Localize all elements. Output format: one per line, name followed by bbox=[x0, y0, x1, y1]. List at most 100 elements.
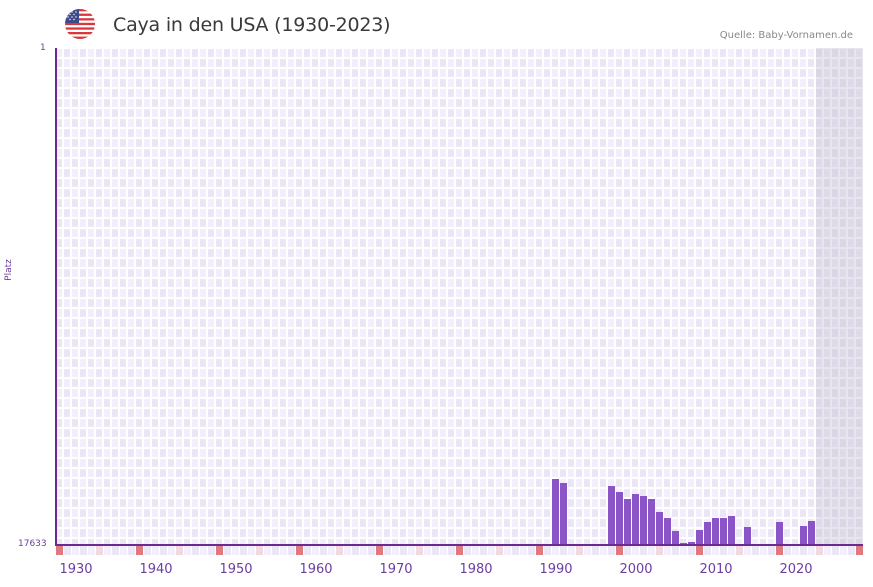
grid-column bbox=[744, 48, 752, 544]
marker-empty bbox=[400, 546, 407, 555]
grid-column bbox=[200, 48, 208, 544]
marker-empty bbox=[264, 546, 271, 555]
marker-empty bbox=[448, 546, 455, 555]
bar-2012[interactable] bbox=[728, 516, 735, 544]
grid-column bbox=[592, 48, 600, 544]
marker-empty bbox=[560, 546, 567, 555]
grid-column bbox=[264, 48, 272, 544]
grid-column bbox=[368, 48, 376, 544]
marker-empty bbox=[632, 546, 639, 555]
marker-strong bbox=[136, 546, 143, 555]
marker-empty bbox=[512, 546, 519, 555]
bar-2018[interactable] bbox=[776, 522, 783, 544]
grid-column bbox=[352, 48, 360, 544]
marker-empty bbox=[320, 546, 327, 555]
grid-column bbox=[664, 48, 672, 544]
bar-2008[interactable] bbox=[696, 530, 703, 544]
x-tick-2020: 2020 bbox=[779, 562, 812, 577]
marker-strong bbox=[776, 546, 783, 555]
bar-2006[interactable] bbox=[680, 543, 687, 544]
grid-column bbox=[144, 48, 152, 544]
bar-1999[interactable] bbox=[624, 499, 631, 544]
marker-empty bbox=[120, 546, 127, 555]
marker-empty bbox=[664, 546, 671, 555]
grid-column bbox=[376, 48, 384, 544]
marker-empty bbox=[824, 546, 831, 555]
grid-column bbox=[648, 48, 656, 544]
bar-2000[interactable] bbox=[632, 494, 639, 544]
bar-2009[interactable] bbox=[704, 522, 711, 544]
grid-column bbox=[392, 48, 400, 544]
us-flag-icon bbox=[65, 9, 95, 39]
marker-empty bbox=[760, 546, 767, 555]
grid-column bbox=[512, 48, 520, 544]
marker-empty bbox=[680, 546, 687, 555]
marker-empty bbox=[544, 546, 551, 555]
marker-light bbox=[336, 546, 343, 555]
x-tick-2000: 2000 bbox=[619, 562, 652, 577]
grid-column bbox=[800, 48, 808, 544]
grid-column bbox=[56, 48, 64, 544]
grid-column bbox=[536, 48, 544, 544]
bar-2007[interactable] bbox=[688, 542, 695, 544]
grid-column bbox=[816, 48, 824, 544]
bar-2011[interactable] bbox=[720, 518, 727, 544]
bar-2005[interactable] bbox=[672, 531, 679, 544]
chart-title: Caya in den USA (1930-2023) bbox=[113, 14, 391, 36]
grid-column bbox=[584, 48, 592, 544]
grid-column bbox=[176, 48, 184, 544]
grid-column bbox=[128, 48, 136, 544]
x-tick-1950: 1950 bbox=[219, 562, 252, 577]
marker-light bbox=[416, 546, 423, 555]
marker-empty bbox=[840, 546, 847, 555]
grid-column bbox=[360, 48, 368, 544]
marker-strong bbox=[696, 546, 703, 555]
grid-column bbox=[216, 48, 224, 544]
grid-column bbox=[160, 48, 168, 544]
bar-2014[interactable] bbox=[744, 527, 751, 544]
grid-column bbox=[440, 48, 448, 544]
bar-1990[interactable] bbox=[552, 479, 559, 544]
marker-empty bbox=[568, 546, 575, 555]
bar-2004[interactable] bbox=[664, 518, 671, 544]
marker-empty bbox=[152, 546, 159, 555]
bar-2003[interactable] bbox=[656, 512, 663, 544]
grid-column bbox=[248, 48, 256, 544]
y-axis-line bbox=[55, 48, 57, 545]
marker-empty bbox=[88, 546, 95, 555]
marker-empty bbox=[248, 546, 255, 555]
bar-1991[interactable] bbox=[560, 483, 567, 544]
marker-empty bbox=[752, 546, 759, 555]
marker-empty bbox=[200, 546, 207, 555]
marker-empty bbox=[240, 546, 247, 555]
marker-empty bbox=[848, 546, 855, 555]
marker-empty bbox=[592, 546, 599, 555]
x-tick-1990: 1990 bbox=[539, 562, 572, 577]
bar-1997[interactable] bbox=[608, 486, 615, 544]
marker-empty bbox=[352, 546, 359, 555]
bar-2010[interactable] bbox=[712, 518, 719, 544]
grid-column bbox=[104, 48, 112, 544]
grid-column bbox=[344, 48, 352, 544]
grid-column bbox=[296, 48, 304, 544]
bar-2001[interactable] bbox=[640, 496, 647, 544]
marker-empty bbox=[232, 546, 239, 555]
bar-1998[interactable] bbox=[616, 492, 623, 544]
grid-column bbox=[240, 48, 248, 544]
bar-2002[interactable] bbox=[648, 499, 655, 544]
grid-column bbox=[720, 48, 728, 544]
grid-column bbox=[784, 48, 792, 544]
bar-2022[interactable] bbox=[808, 521, 815, 544]
grid-column bbox=[552, 48, 560, 544]
bar-2021[interactable] bbox=[800, 526, 807, 544]
marker-empty bbox=[648, 546, 655, 555]
grid-column bbox=[416, 48, 424, 544]
y-axis-title: Platz bbox=[4, 250, 14, 290]
grid-column bbox=[448, 48, 456, 544]
grid-column bbox=[712, 48, 720, 544]
marker-empty bbox=[144, 546, 151, 555]
marker-empty bbox=[104, 546, 111, 555]
grid-column bbox=[496, 48, 504, 544]
marker-empty bbox=[208, 546, 215, 555]
grid-column bbox=[320, 48, 328, 544]
